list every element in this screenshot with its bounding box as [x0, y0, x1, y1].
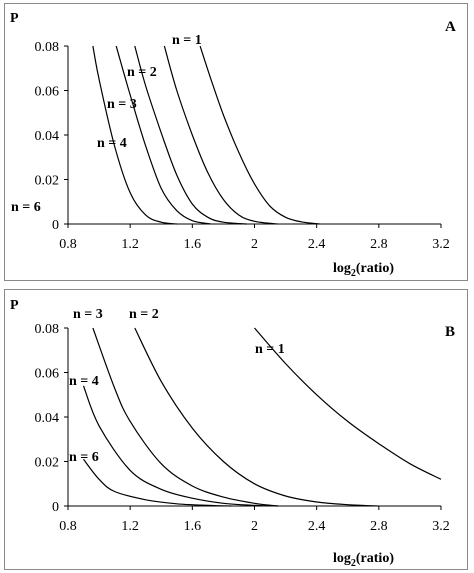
chart-a-svg: 0 0.02 0.04 0.06 0.08 0.8 1.2 1.6 2 2.4 2.8 3.2 Plog…: [10, 11, 456, 279]
series-label-b-n6: n = 6: [69, 450, 99, 465]
series-label-b-n3: n = 3: [73, 307, 103, 322]
series-line-b-n1: [254, 327, 442, 480]
x-tick-label: 2: [251, 237, 258, 252]
x-tick-label: 2.4: [308, 237, 326, 252]
series-line-b-n6: [83, 458, 232, 507]
x-tick-label: 1.2: [121, 519, 139, 534]
y-tick-label: 0.04: [35, 129, 60, 144]
y-axis-label-b: P: [10, 298, 19, 313]
x-tick-label: 1.2: [121, 237, 139, 252]
y-tick-label: 0: [52, 218, 59, 233]
x-tick-label: 1.6: [184, 237, 202, 252]
series-label-b-n4: n = 4: [69, 374, 99, 389]
series-line-a-n2: [163, 45, 278, 225]
x-tick-label: 0.8: [59, 237, 77, 252]
y-tick-label: 0.04: [35, 411, 60, 426]
x-tick-label: 1.6: [184, 519, 202, 534]
x-axis-label-b: log2(ratio): [333, 551, 394, 569]
y-tick-label: 0.02: [35, 174, 60, 189]
y-tick-label: 0.02: [35, 456, 60, 471]
series-line-a-n1: [199, 45, 320, 225]
x-tick-label: 3.2: [432, 237, 450, 252]
panel-letter-b: B: [445, 324, 455, 340]
series-label-a-n4: n = 4: [97, 136, 127, 151]
y-tick-label: 0.08: [35, 40, 60, 55]
series-line-b-n3: [92, 327, 278, 507]
x-tick-label: 2.8: [370, 237, 388, 252]
series-label-a-n1: n = 1: [172, 33, 202, 48]
series-line-b-n4: [82, 385, 278, 507]
series-line-a-n3: [134, 45, 247, 225]
x-axis-label-a: log2(ratio): [333, 261, 394, 279]
y-tick-label: 0.06: [35, 367, 60, 382]
series-label-b-n2: n = 2: [129, 307, 159, 322]
panel-letter-a: A: [445, 19, 456, 35]
y-tick-label: 0: [52, 500, 59, 515]
chart-b-svg: 0 0.02 0.04 0.06 0.08 0.8 1.2 1.6 2 2.4 2.8 3.2 Plog…: [10, 298, 455, 569]
x-tick-label: 0.8: [59, 519, 77, 534]
y-axis-label-a: P: [10, 11, 19, 26]
x-tick-label: 2: [251, 519, 258, 534]
series-label-a-n3: n = 3: [107, 97, 137, 112]
series-label-a-n6: n = 6: [11, 200, 41, 215]
series-label-b-n1: n = 1: [255, 342, 285, 357]
x-tick-label: 2.4: [308, 519, 326, 534]
y-tick-label: 0.06: [35, 85, 60, 100]
y-tick-label: 0.08: [35, 322, 60, 337]
series-line-a-n6: [92, 45, 177, 225]
x-tick-label: 2.8: [370, 519, 388, 534]
series-line-b-n2: [134, 327, 379, 507]
x-tick-label: 3.2: [432, 519, 450, 534]
series-line-a-n4: [115, 45, 212, 225]
